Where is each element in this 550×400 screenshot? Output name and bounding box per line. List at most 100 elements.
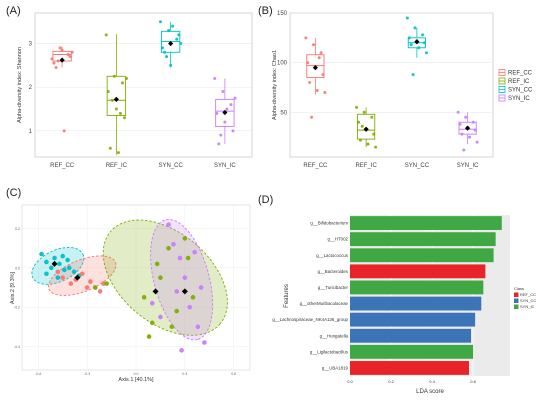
panel-c-point: [198, 285, 204, 290]
panel-d-bar: [350, 344, 474, 359]
panel-c-x-tick-label: 0.0: [134, 372, 139, 376]
panel-b-point: [374, 145, 378, 149]
panel-b-point: [458, 122, 462, 126]
panel-b-point: [464, 115, 468, 119]
panel-c-point: [174, 308, 180, 314]
panel-d-feature-label: g__Bifidobacterium: [310, 221, 348, 226]
panel-a-point: [158, 20, 162, 24]
panel-b-y-ticks: 50 100 150: [277, 11, 288, 116]
panel-a-x-tick-label: REF_IC: [106, 163, 128, 169]
panel-b-y-tick-label: 100: [277, 61, 288, 67]
panel-c-centroid-diamond: [74, 274, 81, 281]
panel-c-point: [55, 269, 61, 275]
panel-b-letter: (B): [258, 5, 273, 17]
panel-a-point: [60, 48, 64, 52]
panel-a-point: [213, 76, 217, 80]
panel-d-y-label: Features: [284, 284, 290, 308]
panel-c-point: [174, 289, 180, 294]
panel-b-point: [411, 73, 415, 77]
panel-b-point: [424, 51, 428, 55]
panel-a-point: [233, 96, 237, 100]
panel-c-point: [195, 324, 201, 330]
panel-a-point: [225, 107, 229, 111]
panel-c-y-tick-label: -0.2: [14, 306, 20, 310]
panel-c-point: [52, 255, 57, 261]
panel-b-legend-label: REF_CC: [508, 71, 533, 77]
panel-c-ellipse: [150, 218, 214, 341]
panel-b-mean-diamond: [465, 125, 471, 131]
panel-c-point: [171, 241, 176, 247]
panel-b-point: [366, 142, 370, 146]
panel-c-point: [182, 275, 188, 280]
panel-b-point: [319, 51, 323, 55]
panel-b-point: [421, 33, 425, 37]
panel-c-point: [79, 271, 85, 277]
panel-c-point: [44, 259, 49, 265]
panel-c-point: [202, 340, 207, 345]
panel-c-point: [71, 269, 77, 275]
panel-d-x-tick-label: 0.2: [388, 379, 394, 384]
panel-b-point: [323, 90, 327, 94]
panel-c-centroids: [51, 260, 188, 295]
panel-c-y-tick-label: 0.2: [15, 227, 20, 231]
panel-b-point: [372, 132, 376, 136]
panel-d-legend-title: Class: [514, 286, 524, 291]
panel-b-point: [475, 140, 479, 144]
panel-c-x-tick-label: 0.3: [182, 372, 187, 376]
panel-d-letter: (D): [258, 194, 273, 206]
panel-b-mean-diamond: [414, 39, 420, 45]
panel-a-point: [54, 66, 58, 70]
panel-b-point: [355, 105, 359, 109]
panel-b-point: [460, 132, 464, 136]
panel-c-centroid-diamond: [152, 288, 159, 295]
panel-d-legend-key: [514, 298, 519, 303]
panel-d-bar: [350, 328, 472, 343]
panel-a-frame: [34, 12, 253, 158]
panel-b-point: [310, 115, 314, 119]
panel-a-y-tick-label: 3: [29, 42, 33, 48]
panel-d-feature-label: g__UBA1819: [322, 365, 349, 370]
panel-b-point: [306, 61, 310, 65]
panel-a-point: [223, 120, 227, 124]
panel-c-point: [49, 265, 54, 271]
panel-b-point: [362, 110, 366, 114]
panel-c-ellipses: [31, 218, 228, 341]
panel-b-point: [409, 43, 413, 47]
panel-b-point: [407, 36, 411, 40]
panel-c-x-tick-label: -0.6: [35, 372, 41, 376]
panel-d-x-tick-label: 0.4: [429, 379, 435, 384]
panel-a-point: [68, 55, 72, 59]
panel-c-ellipse: [102, 219, 228, 336]
panel-a-point: [116, 151, 120, 155]
panel-a-point: [106, 90, 110, 94]
panel-a-point: [56, 59, 60, 63]
panel-a-mean-diamond: [222, 109, 228, 116]
panel-a-point: [114, 107, 118, 111]
panel-c-y-tick-label: 0.0: [15, 266, 20, 270]
panel-c-point: [182, 236, 188, 241]
panel-d-feature-label: g__Bacteroides: [317, 269, 348, 274]
panel-a-point: [229, 103, 233, 107]
panel-d-legend-key: [514, 304, 519, 309]
panel-c-point: [44, 271, 49, 277]
panel-d-feature-label: g__Turicibacter: [318, 285, 349, 290]
panel-c-point: [104, 281, 109, 286]
panel-a-x-tick-label: REF_CC: [50, 163, 75, 169]
panel-a-point: [125, 76, 129, 80]
panel-b-point: [357, 120, 361, 124]
panel-c-point: [92, 285, 98, 290]
panel-a-boxes: [50, 20, 237, 155]
panel-c-centroid-diamond: [51, 260, 58, 267]
panel-d-x-tick-label: 0.0: [347, 379, 353, 384]
panel-c-point: [187, 304, 193, 310]
panel-c-point: [166, 222, 171, 227]
panel-b-x-tick-label: REF_IC: [355, 163, 377, 169]
panel-d-feature-label: g__Ligilactobacillus: [310, 349, 349, 354]
panel-b-x-tick-label: SYN_CC: [405, 163, 430, 169]
panel-d-feature-label: g__Lactococcus: [316, 253, 349, 258]
panel-a-point: [108, 146, 112, 150]
panel-a-point: [120, 81, 124, 85]
panel-c-point: [62, 267, 67, 273]
panel-b-mean-diamond: [363, 126, 369, 132]
